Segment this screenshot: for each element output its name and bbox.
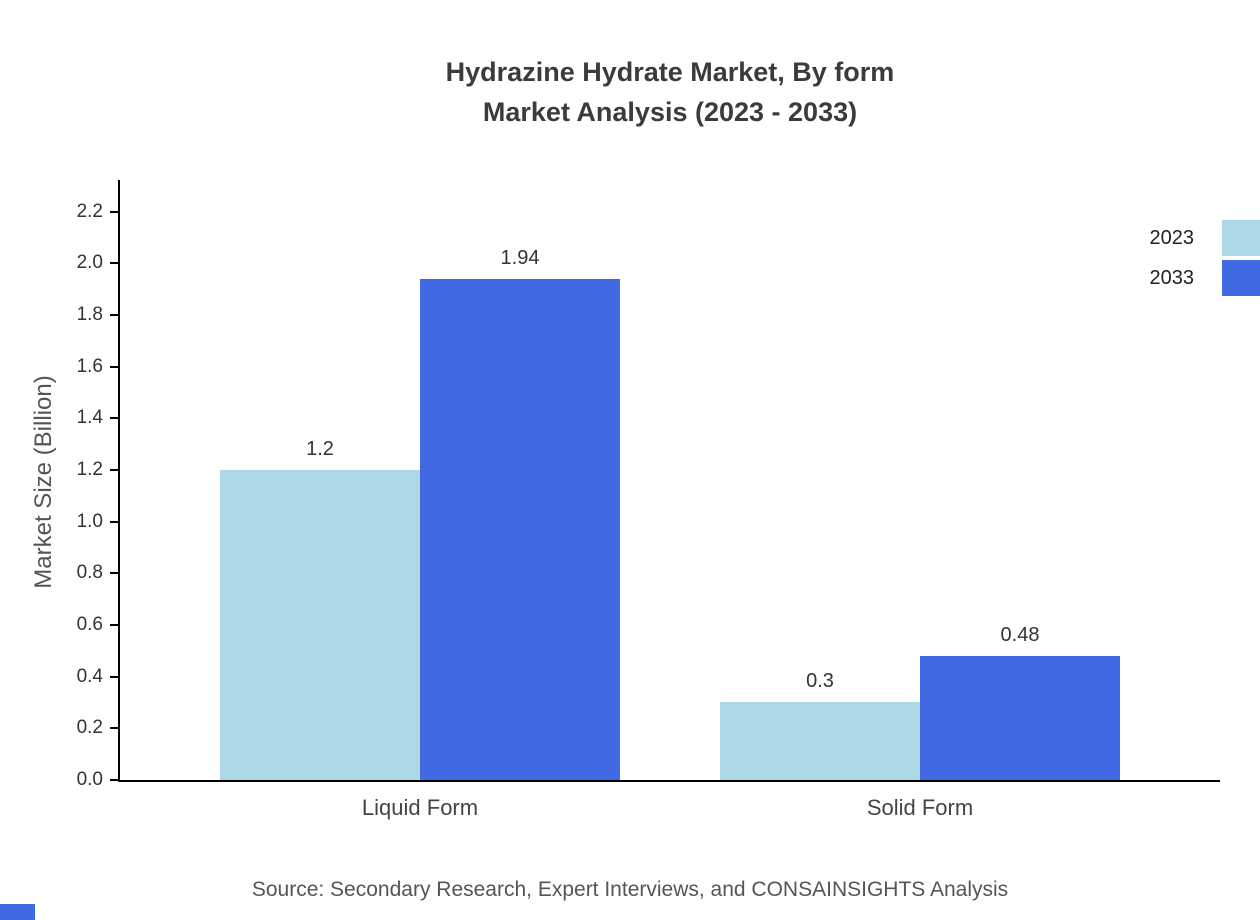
bar-2023-liquid-form xyxy=(220,469,420,780)
category-label-solid-form: Solid Form xyxy=(866,795,974,820)
y-tick-mark xyxy=(110,779,118,781)
y-tick-label: 0.6 xyxy=(76,613,103,635)
legend-item-2023: 2023 xyxy=(1150,218,1260,258)
y-tick-label: 2.2 xyxy=(76,200,103,222)
y-axis-title: Market Size (Billion) xyxy=(30,375,57,589)
bar-2033-liquid-form xyxy=(420,278,620,780)
chart-title-line1: Hydrazine Hydrate Market, By form xyxy=(445,57,895,87)
y-tick-label: 1.2 xyxy=(76,458,103,480)
bar-2023-solid-form xyxy=(720,702,920,780)
y-tick-mark xyxy=(110,675,118,678)
chart-title: Hydrazine Hydrate Market, By form Market… xyxy=(80,52,1260,132)
legend-swatch-2023 xyxy=(1222,220,1260,256)
legend-label-2033: 2033 xyxy=(1149,266,1195,289)
y-tick-label: 1.8 xyxy=(76,303,103,325)
y-tick-label: 0.2 xyxy=(76,717,103,739)
y-tick-mark xyxy=(110,520,118,523)
category-label-liquid-form: Liquid Form xyxy=(361,795,479,820)
y-tick-mark xyxy=(110,313,118,316)
y-axis-line xyxy=(118,180,120,782)
y-tick-mark xyxy=(110,468,118,471)
value-label-2023-solid-form: 0.3 xyxy=(806,670,834,693)
y-tick-mark xyxy=(110,727,118,730)
value-label-2023-liquid-form: 1.2 xyxy=(306,437,334,460)
y-tick-mark xyxy=(110,417,118,420)
y-tick-mark xyxy=(110,262,118,265)
y-tick-label: 1.6 xyxy=(76,355,103,377)
y-tick-mark xyxy=(110,210,118,213)
y-tick-mark xyxy=(110,623,118,626)
value-label-2033-solid-form: 0.48 xyxy=(1000,623,1040,646)
source-note: Source: Secondary Research, Expert Inter… xyxy=(251,878,1009,901)
chart-title-line2: Market Analysis (2023 - 2033) xyxy=(482,97,858,127)
bar-2033-solid-form xyxy=(920,655,1120,780)
y-tick-label: 0.0 xyxy=(76,769,103,790)
value-label-2033-liquid-form: 1.94 xyxy=(500,246,540,269)
legend: 2023 2033 xyxy=(1150,218,1260,298)
y-tick-mark xyxy=(110,365,118,368)
y-tick-label: 1.4 xyxy=(76,407,103,429)
y-tick-label: 0.8 xyxy=(76,562,103,584)
legend-swatch-2033 xyxy=(1222,260,1260,296)
y-tick-label: 2.0 xyxy=(76,252,103,274)
corner-mark xyxy=(0,904,35,920)
x-axis-line xyxy=(118,780,1220,782)
legend-item-2033: 2033 xyxy=(1150,258,1260,298)
legend-label-2023: 2023 xyxy=(1149,226,1195,249)
y-tick-label: 1.0 xyxy=(76,510,103,532)
y-tick-mark xyxy=(110,572,118,575)
y-tick-label: 0.4 xyxy=(76,665,103,687)
